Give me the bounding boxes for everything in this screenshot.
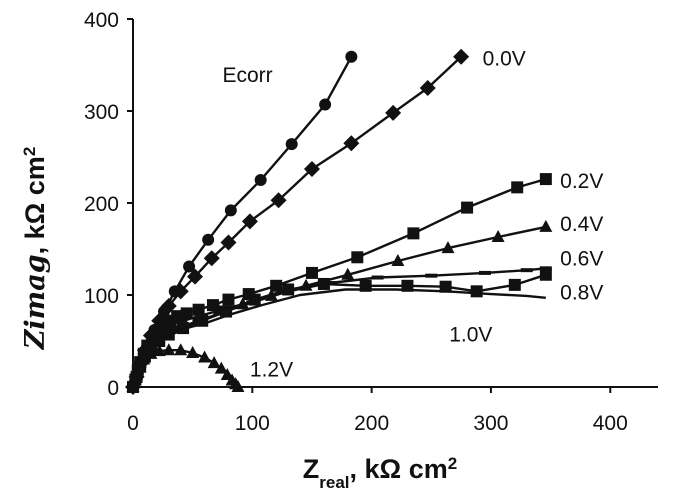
x-tick-label: 200 (354, 412, 389, 435)
series-layer (125, 48, 553, 395)
x-tick-label: 300 (473, 412, 508, 435)
series-label-1-0v: 1.0V (449, 324, 492, 347)
x-tick-label: 0 (127, 412, 139, 435)
square-marker (470, 285, 483, 298)
triangle-marker (491, 230, 505, 243)
diamond-marker (343, 135, 360, 152)
square-marker (407, 227, 420, 240)
series-labels: Ecorr 0.0V 0.2V 0.4V 0.6V 0.8V 1.0V 1.2V (222, 48, 603, 382)
x-axis-title-sup: 2 (448, 454, 457, 473)
triangle-marker (391, 253, 405, 266)
y-tick-label: 200 (84, 193, 119, 216)
diamond-marker (241, 213, 258, 230)
square-marker (206, 299, 219, 312)
dash-marker (425, 273, 438, 278)
triangle-marker (164, 318, 178, 331)
square-marker (508, 278, 521, 291)
x-tick-label: 100 (235, 412, 270, 435)
square-marker (248, 293, 261, 306)
triangle-marker (128, 368, 142, 381)
series-0-4v (126, 219, 553, 392)
series-label-0-2v: 0.2V (560, 170, 603, 193)
diamond-marker (453, 48, 470, 65)
y-tick-label: 0 (107, 377, 119, 400)
series-line (131, 55, 462, 388)
square-marker (222, 293, 235, 306)
diamond-marker (303, 160, 320, 177)
y-tick-label: 100 (84, 285, 119, 308)
series-label-0-0v: 0.0V (483, 48, 526, 71)
triangle-marker (162, 343, 176, 356)
square-marker (539, 268, 552, 281)
axes: 0 100 200 300 400 0 100 200 300 400 (84, 9, 658, 435)
square-marker (270, 279, 283, 292)
circle-marker (345, 50, 358, 63)
triangle-marker (174, 343, 188, 356)
series-1-2v (126, 343, 245, 392)
square-marker (461, 201, 474, 214)
dash-marker (539, 266, 552, 271)
series-label-1-2v: 1.2V (250, 359, 293, 382)
square-marker (511, 181, 524, 194)
diamond-marker (160, 298, 177, 315)
triangle-marker (126, 380, 140, 392)
diamond-marker (419, 80, 436, 96)
triangle-marker (132, 359, 146, 372)
square-marker (439, 280, 452, 293)
dash-marker (520, 268, 533, 273)
y-tick-label: 400 (84, 9, 119, 32)
series-0-0v (125, 48, 470, 395)
triangle-marker (539, 219, 553, 232)
square-marker (305, 266, 318, 279)
triangle-marker (231, 380, 245, 392)
series-label-0-8v: 0.8V (560, 281, 603, 304)
series-label-ecorr: Ecorr (222, 64, 272, 87)
square-marker (317, 277, 330, 290)
circle-marker (202, 233, 215, 246)
y-axis-title: Zimag, kΩ cm2 (20, 147, 52, 351)
y-tick-label: 300 (84, 101, 119, 124)
triangle-marker (186, 345, 200, 358)
diamond-marker (220, 234, 237, 251)
x-axis-title-main: Z (303, 454, 320, 484)
circle-marker (285, 138, 298, 151)
triangle-marker (198, 350, 212, 363)
triangle-marker (152, 344, 166, 357)
diamond-marker (385, 104, 402, 121)
diamond-marker (203, 250, 220, 267)
square-marker (171, 310, 184, 323)
square-marker (539, 173, 552, 186)
triangle-marker (137, 352, 151, 365)
diamond-marker (187, 268, 204, 285)
x-axis-title: Zreal, kΩ cm2 (303, 454, 457, 492)
y-axis-title-main: Zimag (20, 254, 51, 350)
series-label-0-6v: 0.6V (560, 247, 603, 270)
triangle-marker (441, 241, 455, 254)
triangle-marker (214, 361, 228, 374)
y-axis-title-sup: 2 (20, 147, 39, 156)
diamond-marker (270, 192, 287, 209)
square-marker (282, 283, 295, 296)
series-label-0-4v: 0.4V (560, 213, 603, 236)
triangle-marker (341, 267, 355, 280)
triangle-marker (207, 356, 221, 369)
circle-marker (254, 174, 267, 186)
diamond-marker (172, 283, 189, 300)
circle-marker (183, 260, 196, 273)
circle-marker (224, 204, 237, 217)
x-tick-label: 400 (593, 412, 628, 435)
circle-marker (319, 98, 332, 111)
square-marker (351, 251, 364, 264)
y-axis-title-tail: , kΩ cm (20, 156, 50, 254)
x-axis-title-sub: real (319, 473, 349, 492)
x-axis-title-tail: , kΩ cm (350, 454, 448, 484)
dash-marker (371, 275, 384, 280)
dash-marker (478, 270, 491, 275)
